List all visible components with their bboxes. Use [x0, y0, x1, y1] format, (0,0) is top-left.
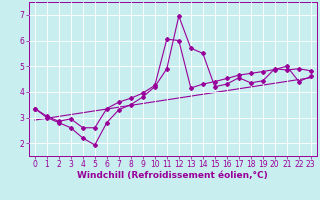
X-axis label: Windchill (Refroidissement éolien,°C): Windchill (Refroidissement éolien,°C) — [77, 171, 268, 180]
